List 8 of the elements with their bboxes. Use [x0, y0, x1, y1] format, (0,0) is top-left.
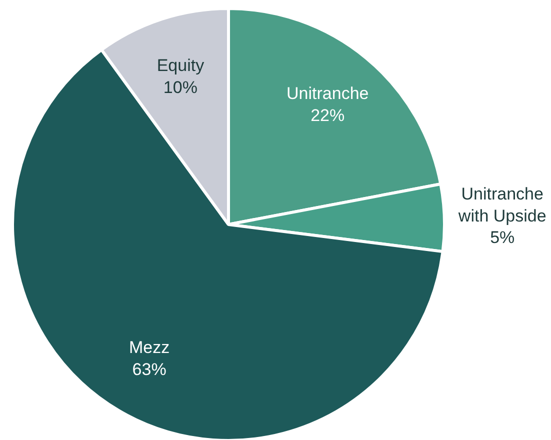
slice-label: Unitranche with Upside: [457, 184, 546, 226]
slice-label: Equity: [156, 56, 205, 76]
slice-label: Mezz: [129, 338, 170, 357]
data-label: 5%: [490, 228, 515, 248]
data-label: 63%: [132, 360, 166, 379]
data-label: 22%: [310, 106, 345, 126]
data-label: 10%: [163, 78, 198, 98]
slice-label: Unitranche: [286, 84, 369, 104]
